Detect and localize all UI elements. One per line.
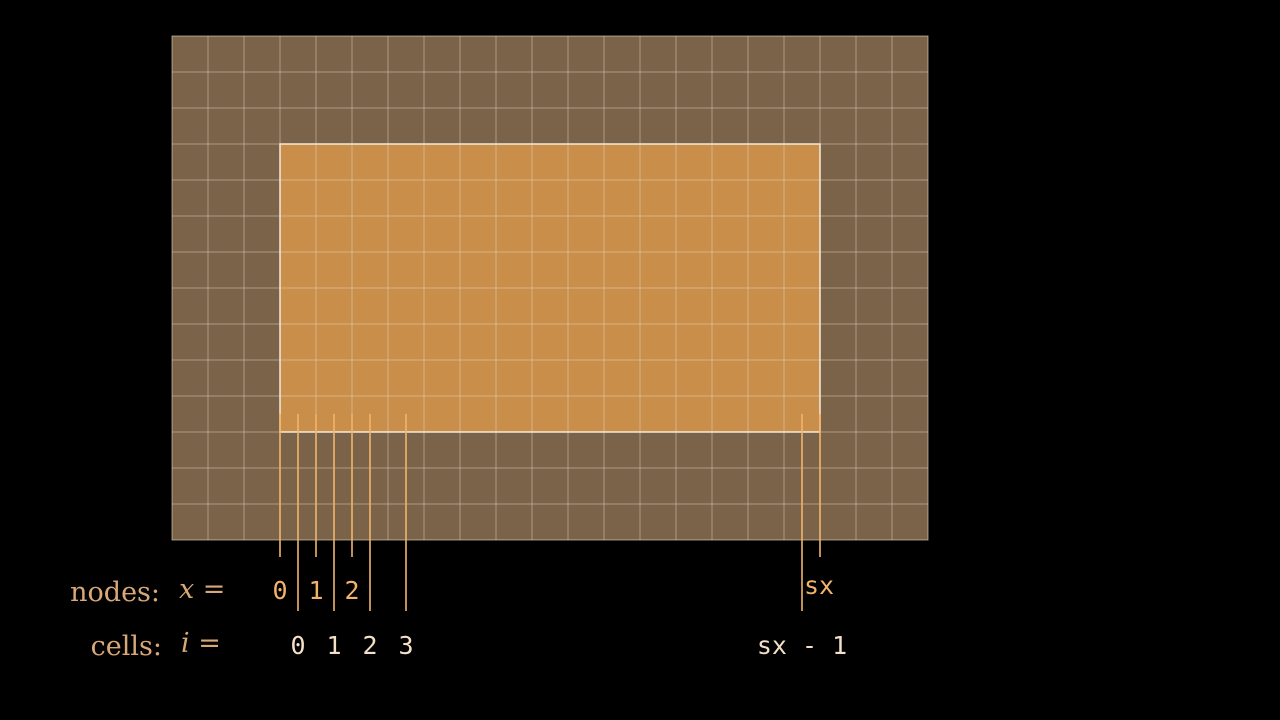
padded-border — [171, 35, 929, 541]
cells-equation: i = — [181, 628, 221, 659]
cell-index-label: 3 — [398, 631, 413, 660]
interior-border — [279, 143, 821, 433]
cell-index-label: 1 — [326, 631, 341, 660]
index-marker-lines — [279, 414, 821, 611]
nodes-label: nodes: — [70, 577, 160, 608]
node-last-label: sx — [804, 571, 834, 600]
node-index-label: 0 — [272, 576, 287, 605]
cells-label: cells: — [91, 631, 162, 662]
cell-index-label: 2 — [362, 631, 377, 660]
node-index-label: 1 — [308, 576, 323, 605]
node-index-label: 2 — [344, 576, 359, 605]
cell-index-label: 0 — [290, 631, 305, 660]
interior-domain — [280, 144, 820, 432]
cell-last-label: sx - 1 — [757, 631, 847, 660]
nodes-equation: x = — [179, 574, 225, 605]
